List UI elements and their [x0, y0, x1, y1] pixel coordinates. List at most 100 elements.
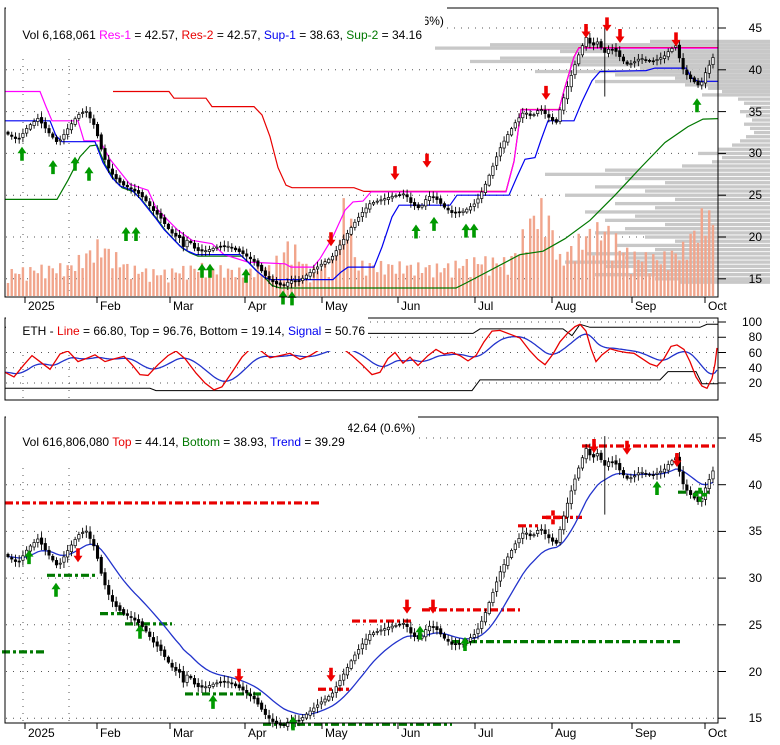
- candle-body: [580, 45, 584, 56]
- volume-bar: [390, 264, 394, 296]
- candle-body: [73, 118, 77, 125]
- candle-body: [502, 564, 506, 573]
- buy-arrow-icon: [415, 625, 425, 640]
- volume-bar: [327, 276, 330, 296]
- volume-bar: [275, 255, 278, 296]
- volume-bar: [208, 265, 211, 296]
- volume-bar: [644, 252, 648, 296]
- candle-body: [532, 534, 536, 537]
- candle-body: [345, 233, 349, 241]
- volume-bar: [510, 256, 513, 296]
- candle-body: [51, 133, 55, 138]
- candle-body: [181, 670, 185, 683]
- volume-profile-bar: [615, 73, 770, 77]
- volume-bar: [420, 273, 424, 296]
- volume-bar: [215, 274, 219, 296]
- candle-body: [636, 472, 640, 476]
- res1-label: Res-1: [99, 28, 132, 42]
- volume-bar: [368, 263, 372, 296]
- volume-profile-bar: [615, 243, 770, 248]
- volume-bar: [655, 260, 659, 296]
- candle-body: [10, 134, 14, 137]
- volume-profile-bar: [722, 155, 770, 160]
- candle-body: [659, 57, 663, 60]
- panel1-header-line2: Vol 6,168,061 Res-1 = 42.57, Res-2 = 42.…: [6, 16, 426, 55]
- volume-profile-bar: [675, 197, 770, 202]
- candle-body: [267, 715, 271, 719]
- volume-bar: [625, 247, 629, 296]
- candle-body: [252, 695, 256, 700]
- candle-body: [536, 110, 540, 114]
- volume-bar: [312, 267, 316, 296]
- volume-bar: [223, 277, 226, 296]
- candle-body: [69, 123, 73, 131]
- volume-bar: [633, 251, 636, 296]
- candle-body: [293, 280, 297, 283]
- volume-profile-bar: [732, 143, 770, 147]
- x-axis-label: Sep: [635, 726, 657, 740]
- volume-profile-bar: [750, 105, 770, 110]
- buy-arrow-icon: [84, 166, 94, 181]
- volume-bar: [558, 253, 562, 296]
- candle-body: [275, 720, 279, 725]
- candle-body: [159, 644, 163, 651]
- candle-body: [573, 64, 577, 76]
- volume-bar: [379, 260, 383, 296]
- volume-bar: [547, 215, 551, 296]
- volume-profile-bar: [615, 201, 770, 206]
- candle-body: [196, 682, 200, 688]
- candle-body: [17, 137, 21, 140]
- candle-body: [51, 555, 55, 561]
- candle-body: [304, 274, 308, 279]
- cross-signal-icon: [693, 487, 707, 502]
- candle-body: [237, 248, 241, 252]
- candle-body: [353, 654, 357, 662]
- candle-body: [178, 234, 182, 239]
- volume-bar: [588, 228, 592, 296]
- candle-body: [398, 194, 402, 196]
- candle-body: [483, 612, 487, 623]
- candle-body: [510, 128, 514, 136]
- volume-profile-bar: [718, 147, 770, 151]
- volume-bar: [465, 259, 468, 296]
- volume-bar: [689, 233, 692, 296]
- candle-body: [554, 119, 558, 123]
- candle-body: [263, 270, 267, 276]
- volume-bar: [670, 250, 674, 296]
- volume-bar: [114, 252, 118, 296]
- volume-profile-bar: [650, 39, 770, 44]
- candle-body: [248, 256, 253, 260]
- candle-body: [565, 86, 570, 100]
- x-axis-label: Feb: [100, 726, 121, 740]
- volume-bar: [491, 257, 495, 296]
- candle-body: [222, 680, 226, 683]
- candle-body: [308, 710, 312, 716]
- candle-body: [84, 530, 88, 533]
- candle-body: [245, 253, 249, 257]
- volume-bar: [129, 278, 133, 296]
- volume-profile-bar: [605, 218, 770, 222]
- signal-label: Signal: [287, 324, 322, 338]
- candle-body: [513, 543, 517, 551]
- candle-body: [252, 258, 256, 262]
- sell-arrow-icon: [581, 24, 591, 39]
- candle-body: [159, 212, 163, 219]
- volume-profile-bar: [610, 53, 770, 57]
- candle-body: [670, 460, 674, 465]
- candle-body: [316, 266, 320, 270]
- candle-body: [207, 249, 211, 252]
- volume-profile-bar: [685, 83, 770, 87]
- candle-body: [148, 631, 152, 637]
- sell-arrow-icon: [326, 232, 336, 247]
- x-axis-label: Apr: [248, 726, 267, 740]
- candle-body: [588, 448, 592, 456]
- x-axis-label: Aug: [555, 726, 577, 740]
- volume-bar: [152, 269, 155, 296]
- candle-body: [644, 59, 648, 61]
- volume-bar: [450, 277, 454, 296]
- y-axis-label: 15: [748, 271, 762, 286]
- candle-body: [618, 463, 622, 471]
- candle-body: [629, 63, 633, 65]
- candle-body: [595, 41, 599, 45]
- candle-body: [174, 666, 178, 671]
